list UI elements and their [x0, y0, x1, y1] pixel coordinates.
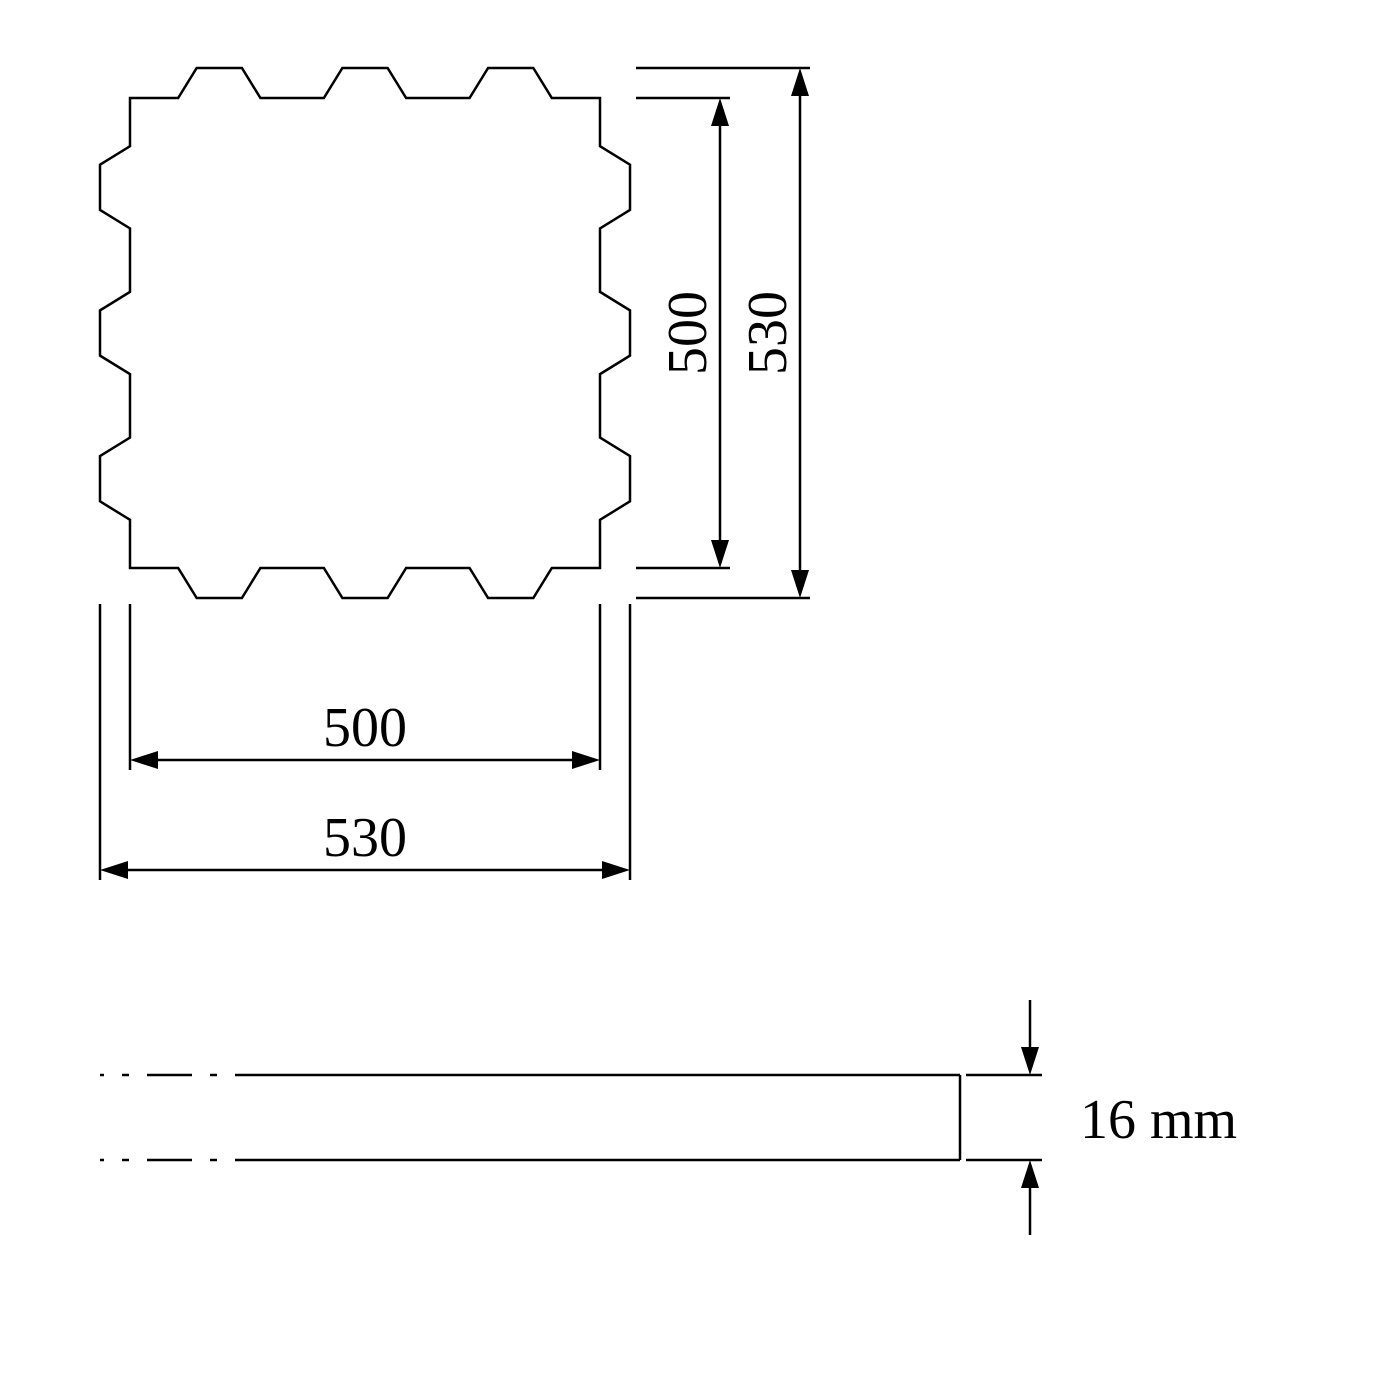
puzzle-tile-outline	[100, 68, 630, 598]
height-outer-label: 530	[737, 291, 799, 375]
height-inner-label: 500	[657, 291, 719, 375]
width-outer-label: 530	[323, 807, 407, 869]
section-view	[100, 1000, 1042, 1235]
dimension-drawing: 500 530 500 530 16 mm	[0, 0, 1400, 1400]
thickness-label: 16 mm	[1080, 1089, 1237, 1151]
width-inner-label: 500	[323, 697, 407, 759]
